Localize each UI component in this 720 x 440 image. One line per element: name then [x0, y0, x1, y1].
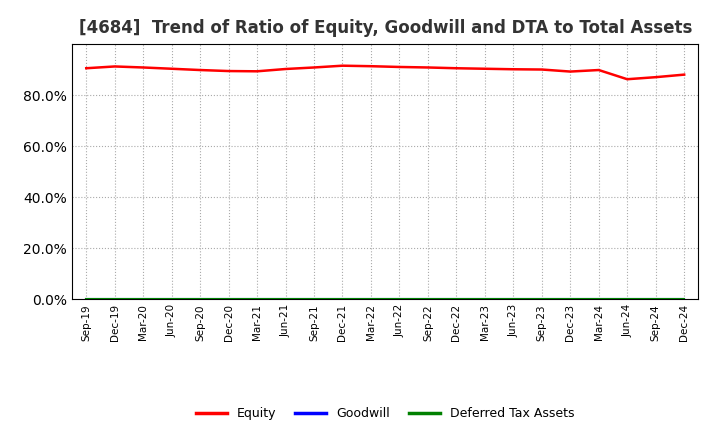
Title: [4684]  Trend of Ratio of Equity, Goodwill and DTA to Total Assets: [4684] Trend of Ratio of Equity, Goodwil…: [78, 19, 692, 37]
Legend: Equity, Goodwill, Deferred Tax Assets: Equity, Goodwill, Deferred Tax Assets: [191, 403, 580, 425]
